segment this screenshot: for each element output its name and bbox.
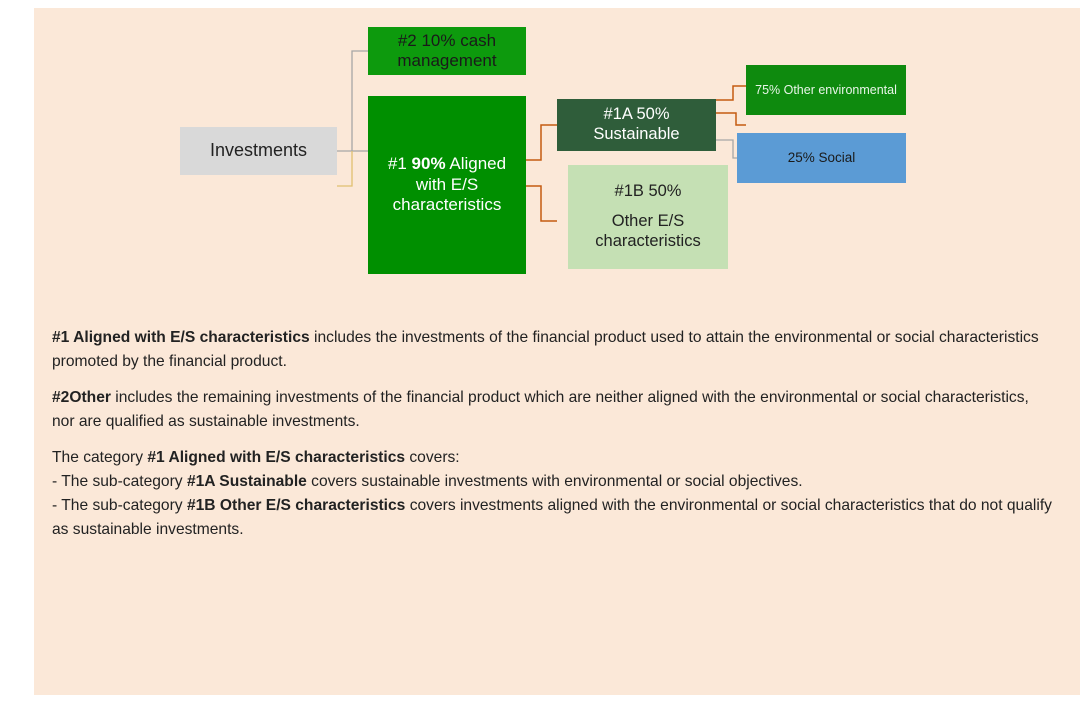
paragraph: The category #1 Aligned with E/S charact… xyxy=(52,446,1052,542)
connector xyxy=(526,185,557,222)
text-run: Other E/S characteristics xyxy=(595,212,701,250)
node-label: 75% Other environmental xyxy=(755,83,897,98)
paragraph: #1 Aligned with E/S characteristics incl… xyxy=(52,326,1052,374)
text-run: #1B 50% xyxy=(614,182,682,201)
text-line: The category #1 Aligned with E/S charact… xyxy=(52,446,1052,470)
sustainable-node: #1A 50% Sustainable xyxy=(557,99,716,151)
text-run: Aligned with E/S characteristics xyxy=(392,154,507,215)
bold-text: #1A Sustainable xyxy=(186,473,307,490)
text-run: Investments xyxy=(209,140,308,161)
text-run: includes the remaining investments of th… xyxy=(52,389,1029,430)
social-node: 25% Social xyxy=(737,133,906,183)
text-run: #1A 50% Sustainable xyxy=(593,105,680,143)
text-run: 25% Social xyxy=(787,149,856,165)
text-run: covers: xyxy=(405,449,460,466)
text-line: #1 Aligned with E/S characteristics incl… xyxy=(52,326,1052,374)
text-run: covers sustainable investments with envi… xyxy=(306,473,803,490)
environmental-node: 75% Other environmental xyxy=(746,65,906,115)
text-run: #2 10% cash management xyxy=(397,30,497,70)
text-run: 75% Other environmental xyxy=(755,82,897,97)
text-run: - The sub-category xyxy=(52,473,187,490)
connector xyxy=(716,139,737,159)
bold-text: #1 Aligned with E/S characteristics xyxy=(147,449,406,466)
text-run: - The sub-category xyxy=(52,497,187,514)
diagram-connectors xyxy=(337,50,746,222)
cash-node: #2 10% cash management xyxy=(368,27,526,75)
connector xyxy=(337,151,353,187)
text-run: #1 xyxy=(387,154,412,174)
node-label: #1 90% Aligned with E/S characteristics xyxy=(374,154,520,215)
description: #1 Aligned with E/S characteristics incl… xyxy=(52,326,1052,554)
bold-text: #1B Other E/S characteristics xyxy=(186,497,406,514)
paragraph: #2Other includes the remaining investmen… xyxy=(52,386,1052,434)
connector xyxy=(337,50,368,152)
node-label: Investments xyxy=(210,140,307,162)
text-run: includes the investments of the financia… xyxy=(52,329,1039,370)
node-label: #1A 50% Sustainable xyxy=(563,105,710,145)
text-run: covers investments aligned with the envi… xyxy=(52,497,1052,538)
bold-text: #1 Aligned with E/S characteristics xyxy=(52,329,310,346)
bold-text: 90% xyxy=(411,154,446,174)
other-es-node: #1B 50% Other E/S characteristics xyxy=(568,165,728,269)
text-line: #2Other includes the remaining investmen… xyxy=(52,386,1052,434)
connector xyxy=(716,112,746,126)
text-run: The category xyxy=(52,449,148,466)
text-line: - The sub-category #1A Sustainable cover… xyxy=(52,470,1052,494)
node-label: #2 10% cash management xyxy=(374,31,520,72)
node-label: 25% Social xyxy=(788,150,856,166)
bold-text: #2Other xyxy=(52,389,111,406)
text-line: - The sub-category #1B Other E/S charact… xyxy=(52,494,1052,542)
investments-node: Investments xyxy=(180,127,337,175)
connector xyxy=(716,85,746,101)
connector xyxy=(526,124,557,161)
node-label: #1B 50% Other E/S characteristics xyxy=(574,182,722,251)
aligned-node: #1 90% Aligned with E/S characteristics xyxy=(368,96,526,274)
